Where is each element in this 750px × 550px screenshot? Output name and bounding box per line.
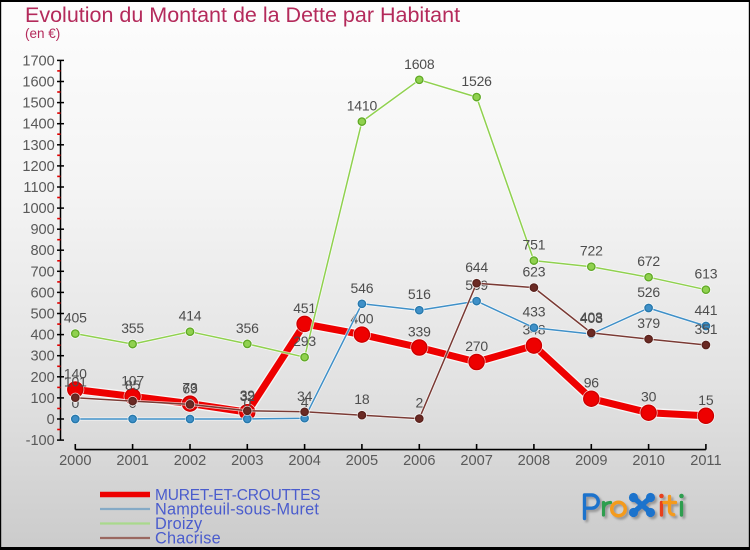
- svg-text:700: 700: [30, 264, 54, 280]
- svg-text:1410: 1410: [347, 98, 378, 114]
- svg-text:1526: 1526: [461, 73, 492, 89]
- svg-text:200: 200: [30, 370, 54, 386]
- svg-text:32: 32: [240, 388, 256, 404]
- svg-text:339: 339: [408, 324, 431, 340]
- svg-text:1600: 1600: [22, 75, 54, 91]
- svg-text:2004: 2004: [288, 453, 320, 469]
- svg-text:293: 293: [293, 333, 316, 349]
- svg-text:1700: 1700: [22, 53, 54, 69]
- svg-text:546: 546: [351, 280, 374, 296]
- svg-text:1100: 1100: [23, 180, 54, 196]
- svg-text:18: 18: [354, 391, 370, 407]
- svg-text:85: 85: [125, 377, 141, 393]
- svg-text:0: 0: [244, 395, 252, 411]
- svg-text:270: 270: [465, 338, 488, 354]
- svg-text:2000: 2000: [59, 453, 91, 469]
- svg-text:2003: 2003: [231, 453, 263, 469]
- svg-text:2002: 2002: [174, 453, 206, 469]
- svg-text:34: 34: [297, 388, 313, 404]
- svg-text:800: 800: [30, 243, 54, 259]
- svg-text:Chacrise: Chacrise: [155, 530, 221, 548]
- svg-text:1300: 1300: [22, 138, 54, 154]
- svg-text:15: 15: [698, 392, 714, 408]
- svg-text:900: 900: [30, 222, 54, 238]
- svg-text:403: 403: [580, 310, 603, 326]
- svg-text:1608: 1608: [404, 56, 435, 72]
- svg-text:400: 400: [30, 328, 54, 344]
- svg-text:408: 408: [580, 309, 603, 325]
- svg-text:672: 672: [637, 253, 660, 269]
- svg-text:Droizy: Droizy: [155, 515, 203, 533]
- svg-text:355: 355: [121, 320, 144, 336]
- svg-text:379: 379: [637, 315, 660, 331]
- svg-text:0: 0: [47, 412, 55, 428]
- svg-text:1000: 1000: [22, 201, 54, 217]
- svg-text:644: 644: [465, 259, 488, 275]
- svg-text:2006: 2006: [403, 453, 435, 469]
- svg-text:451: 451: [293, 300, 316, 316]
- svg-text:2009: 2009: [575, 453, 607, 469]
- svg-text:2010: 2010: [632, 453, 664, 469]
- svg-text:613: 613: [695, 266, 718, 282]
- svg-text:140: 140: [64, 366, 87, 382]
- svg-text:500: 500: [30, 307, 54, 323]
- svg-text:405: 405: [64, 310, 87, 326]
- svg-text:356: 356: [236, 320, 259, 336]
- svg-text:722: 722: [580, 243, 603, 259]
- svg-text:526: 526: [637, 284, 660, 300]
- svg-text:751: 751: [523, 237, 546, 253]
- svg-text:2001: 2001: [116, 453, 148, 469]
- svg-text:2008: 2008: [518, 453, 550, 469]
- svg-text:MURET-ET-CROUTTES: MURET-ET-CROUTTES: [155, 487, 320, 504]
- svg-text:441: 441: [695, 302, 718, 318]
- svg-text:0: 0: [72, 395, 80, 411]
- svg-text:39: 39: [240, 387, 256, 403]
- svg-text:107: 107: [121, 372, 144, 388]
- svg-text:73: 73: [182, 380, 198, 396]
- svg-text:100: 100: [30, 391, 54, 407]
- svg-text:30: 30: [641, 389, 657, 405]
- svg-text:623: 623: [523, 264, 546, 280]
- svg-text:2005: 2005: [346, 453, 378, 469]
- svg-text:1500: 1500: [22, 96, 54, 112]
- svg-text:4: 4: [301, 394, 309, 410]
- svg-text:600: 600: [30, 285, 54, 301]
- svg-text:-100: -100: [26, 433, 55, 449]
- svg-text:96: 96: [584, 375, 600, 391]
- svg-text:2011: 2011: [690, 453, 721, 469]
- svg-text:1200: 1200: [22, 159, 54, 175]
- svg-text:300: 300: [30, 349, 54, 365]
- svg-text:2007: 2007: [460, 453, 492, 469]
- svg-text:433: 433: [523, 304, 546, 320]
- svg-text:414: 414: [179, 308, 202, 324]
- svg-text:Nampteuil-sous-Muret: Nampteuil-sous-Muret: [155, 501, 319, 519]
- svg-text:1400: 1400: [22, 117, 54, 133]
- svg-text:351: 351: [695, 321, 718, 337]
- svg-text:69: 69: [182, 380, 198, 396]
- svg-text:516: 516: [408, 286, 431, 302]
- svg-text:101: 101: [64, 374, 87, 390]
- svg-text:2: 2: [416, 395, 424, 411]
